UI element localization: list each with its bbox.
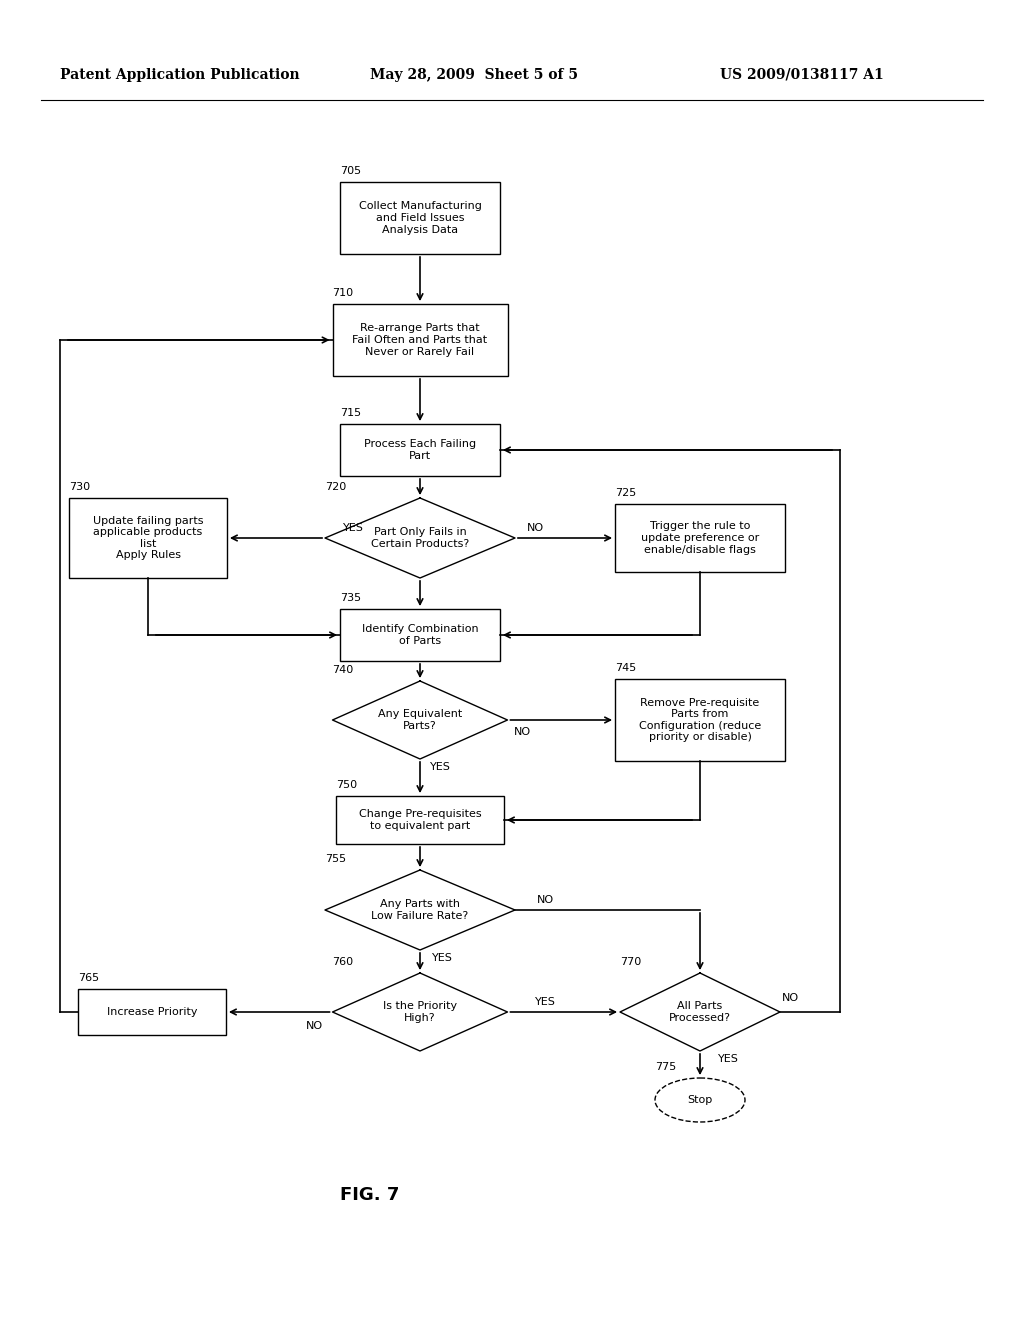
FancyBboxPatch shape [615,678,785,762]
Text: 740: 740 [333,665,353,675]
Text: NO: NO [526,523,544,533]
Text: Is the Priority
High?: Is the Priority High? [383,1001,457,1023]
Text: 735: 735 [340,593,361,603]
FancyBboxPatch shape [336,796,504,843]
Text: NO: NO [537,895,554,906]
Text: Patent Application Publication: Patent Application Publication [60,69,300,82]
Text: Any Equivalent
Parts?: Any Equivalent Parts? [378,709,462,731]
Text: FIG. 7: FIG. 7 [340,1185,399,1204]
Ellipse shape [655,1078,745,1122]
Text: May 28, 2009  Sheet 5 of 5: May 28, 2009 Sheet 5 of 5 [370,69,578,82]
Text: 775: 775 [655,1063,676,1072]
Text: Any Parts with
Low Failure Rate?: Any Parts with Low Failure Rate? [372,899,469,921]
Text: 755: 755 [325,854,346,865]
Text: Trigger the rule to
update preference or
enable/disable flags: Trigger the rule to update preference or… [641,521,759,554]
Text: NO: NO [514,727,531,737]
Text: 745: 745 [615,663,636,673]
Text: Increase Priority: Increase Priority [106,1007,198,1016]
FancyBboxPatch shape [615,504,785,572]
Text: Update failing parts
applicable products
list
Apply Rules: Update failing parts applicable products… [93,516,203,561]
Text: 730: 730 [69,482,90,492]
Text: NO: NO [781,993,799,1003]
Text: All Parts
Processed?: All Parts Processed? [669,1001,731,1023]
Text: Collect Manufacturing
and Field Issues
Analysis Data: Collect Manufacturing and Field Issues A… [358,202,481,235]
Text: 705: 705 [340,166,361,176]
Text: 710: 710 [333,288,353,298]
FancyBboxPatch shape [78,989,226,1035]
Text: Stop: Stop [687,1096,713,1105]
FancyBboxPatch shape [69,498,227,578]
Text: 760: 760 [333,957,353,968]
Text: Part Only Fails in
Certain Products?: Part Only Fails in Certain Products? [371,527,469,549]
FancyBboxPatch shape [340,424,500,477]
Text: YES: YES [718,1053,738,1064]
Text: YES: YES [429,762,451,772]
Text: 720: 720 [325,482,346,492]
Text: NO: NO [306,1020,323,1031]
Text: YES: YES [431,953,453,964]
Text: 770: 770 [620,957,641,968]
Text: 725: 725 [615,488,636,498]
Text: 715: 715 [340,408,361,418]
FancyBboxPatch shape [340,182,500,253]
Text: YES: YES [343,523,364,533]
Text: Identify Combination
of Parts: Identify Combination of Parts [361,624,478,645]
Text: Change Pre-requisites
to equivalent part: Change Pre-requisites to equivalent part [358,809,481,830]
FancyBboxPatch shape [340,609,500,661]
Text: Process Each Failing
Part: Process Each Failing Part [364,440,476,461]
Text: 765: 765 [78,973,99,983]
Text: Re-arrange Parts that
Fail Often and Parts that
Never or Rarely Fail: Re-arrange Parts that Fail Often and Par… [352,323,487,356]
Text: 750: 750 [336,780,357,789]
FancyBboxPatch shape [333,304,508,376]
Text: US 2009/0138117 A1: US 2009/0138117 A1 [720,69,884,82]
Text: YES: YES [536,997,556,1007]
Text: Remove Pre-requisite
Parts from
Configuration (reduce
priority or disable): Remove Pre-requisite Parts from Configur… [639,697,761,742]
